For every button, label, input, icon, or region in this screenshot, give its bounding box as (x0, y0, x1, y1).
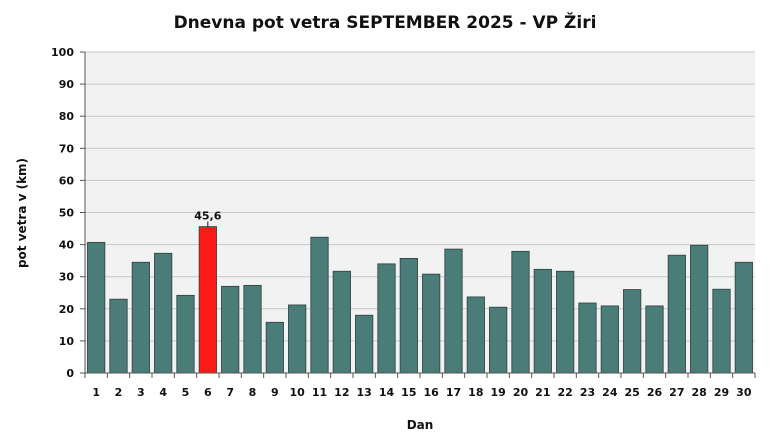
bar (444, 248, 463, 374)
chart-title: Dnevna pot vetra SEPTEMBER 2025 - VP Žir… (174, 11, 597, 33)
bar (243, 284, 262, 374)
bar (600, 305, 619, 374)
x-tick-label: 25 (625, 386, 640, 399)
x-axis-label: Dan (407, 418, 434, 432)
x-tick-label: 11 (312, 386, 327, 399)
bar (623, 289, 642, 374)
x-tick-label: 30 (736, 386, 752, 399)
bar (690, 244, 709, 374)
x-tick-label: 3 (137, 386, 145, 399)
y-tick-label: 80 (59, 110, 75, 123)
x-tick-label: 16 (424, 386, 440, 399)
bar (466, 296, 485, 374)
bar (511, 250, 530, 374)
bar (667, 254, 686, 374)
x-tick-label: 6 (204, 386, 212, 399)
y-axis-label: pot vetra v (km) (15, 158, 29, 268)
x-tick-label: 26 (647, 386, 663, 399)
x-tick-label: 22 (558, 386, 573, 399)
bar (489, 306, 508, 374)
x-tick-label: 23 (580, 386, 595, 399)
x-axis-ticks: 1 2 3 4 5 6 7 8 9 10 11 12 13 14 15 16 17 18 19 20 21 22 23 24 2… (84, 373, 756, 399)
x-tick-label: 15 (401, 386, 416, 399)
x-tick-label: 18 (468, 386, 483, 399)
x-tick-label: 2 (115, 386, 123, 399)
bar (221, 285, 240, 374)
x-tick-label: 8 (249, 386, 257, 399)
x-tick-label: 1 (92, 386, 100, 399)
y-tick-label: 20 (59, 303, 75, 316)
y-tick-label: 100 (51, 46, 74, 59)
x-tick-label: 17 (446, 386, 461, 399)
y-tick-label: 40 (59, 239, 75, 252)
y-tick-label: 60 (59, 174, 75, 187)
bar (712, 288, 731, 374)
bar (288, 304, 307, 374)
bar (310, 236, 329, 374)
bar (578, 302, 597, 374)
bars (87, 221, 753, 374)
gridlines (85, 51, 755, 342)
bar (556, 270, 575, 374)
bar (399, 258, 418, 374)
x-tick-label: 4 (159, 386, 167, 399)
x-tick-label: 5 (182, 386, 190, 399)
bar (332, 270, 351, 374)
y-tick-label: 30 (59, 271, 75, 284)
bar (422, 273, 441, 374)
x-tick-label: 21 (535, 386, 550, 399)
bar (645, 305, 664, 374)
x-tick-label: 12 (334, 386, 349, 399)
x-tick-label: 7 (226, 386, 234, 399)
y-tick-label: 50 (59, 207, 75, 220)
x-tick-label: 19 (491, 386, 506, 399)
y-tick-label: 10 (59, 335, 75, 348)
bar (87, 241, 106, 374)
y-tick-label: 0 (66, 367, 74, 380)
bar (734, 261, 753, 374)
bar (355, 314, 374, 374)
bar (109, 298, 128, 374)
bar (265, 321, 284, 374)
bar (377, 263, 396, 374)
x-tick-label: 14 (379, 386, 395, 399)
x-tick-label: 27 (669, 386, 684, 399)
highlight-data-label: 45,6 (194, 210, 221, 223)
bar (154, 252, 173, 374)
bar (176, 294, 195, 374)
x-tick-label: 20 (513, 386, 529, 399)
x-tick-label: 10 (290, 386, 306, 399)
bar (533, 268, 552, 374)
x-tick-label: 24 (602, 386, 618, 399)
x-tick-label: 28 (692, 386, 707, 399)
bar-highlight (198, 226, 217, 374)
x-tick-label: 9 (271, 386, 279, 399)
x-tick-label: 13 (357, 386, 372, 399)
y-tick-label: 70 (59, 142, 75, 155)
bar (131, 261, 150, 374)
y-axis-ticks: 0 10 20 30 40 50 60 70 80 90 100 (51, 46, 85, 380)
y-tick-label: 90 (59, 78, 75, 91)
x-tick-label: 29 (714, 386, 729, 399)
